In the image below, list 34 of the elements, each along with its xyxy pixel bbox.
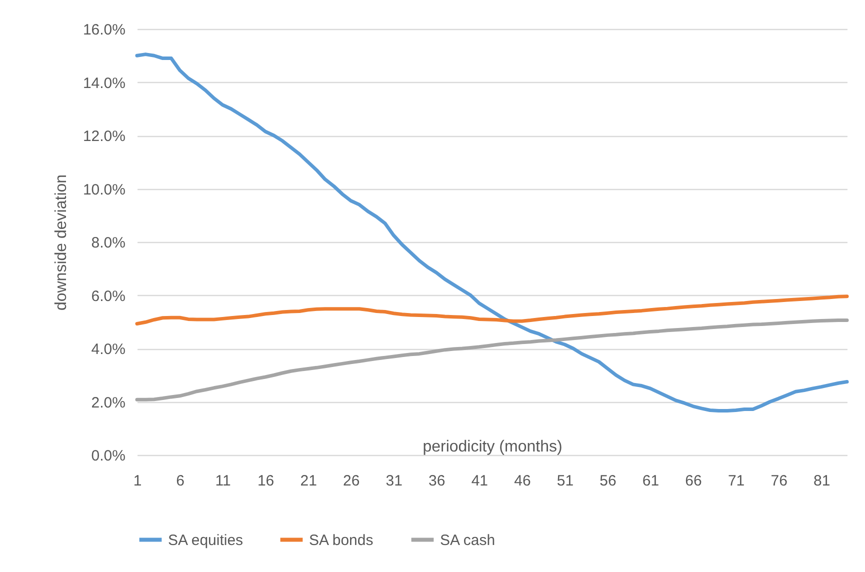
legend-label: SA bonds [309, 532, 374, 549]
y-tick-label: 12.0% [82, 128, 126, 145]
legend-label: SA cash [440, 532, 496, 549]
line-series [135, 52, 849, 413]
x-tick-label: 1 [133, 472, 142, 490]
x-tick-label: 6 [176, 472, 184, 490]
x-axis-title: periodicity (months) [422, 438, 562, 456]
x-tick-label: 66 [685, 472, 702, 490]
y-tick-label: 6.0% [91, 288, 126, 305]
x-tick-label: 41 [471, 472, 488, 490]
y-tick-label: 4.0% [91, 341, 126, 358]
x-tick-label: 16 [257, 472, 274, 490]
y-tick-label: 10.0% [82, 181, 126, 198]
y-tick-label: 2.0% [91, 394, 126, 412]
x-tick-label: 61 [642, 472, 660, 490]
y-tick-label: 16.0% [82, 22, 126, 38]
x-tick-label: 56 [600, 472, 616, 490]
y-tick-label: 0.0% [91, 448, 126, 464]
line-series [135, 294, 849, 326]
y-tick-label: 14.0% [82, 74, 126, 92]
line-series [135, 318, 849, 402]
x-tick-label: 26 [343, 472, 360, 490]
x-tick-label: 51 [556, 472, 574, 490]
y-tick-label: 8.0% [91, 234, 126, 252]
x-tick-label: 46 [514, 472, 531, 490]
x-tick-label: 31 [386, 472, 402, 490]
x-tick-label: 11 [215, 472, 231, 490]
x-tick-label: 36 [428, 472, 446, 490]
x-tick-label: 76 [770, 472, 788, 490]
x-tick-label: 71 [728, 472, 745, 490]
legend-label: SA equities [168, 532, 244, 549]
x-tick-label: 21 [300, 472, 317, 490]
x-tick-label: 81 [813, 472, 830, 490]
y-axis-title: downside deviation [52, 174, 70, 311]
